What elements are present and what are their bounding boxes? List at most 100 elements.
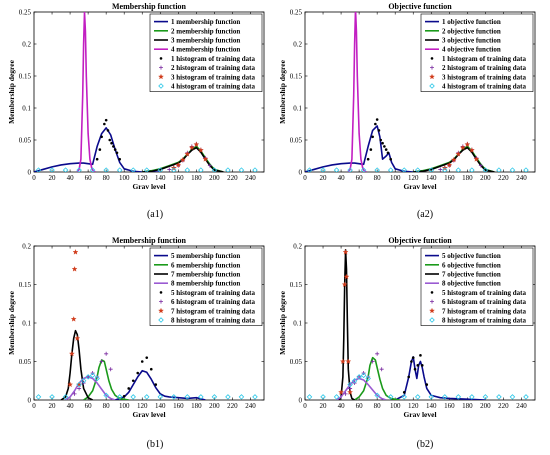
data-point	[442, 167, 448, 172]
data-point	[171, 394, 177, 400]
data-point	[74, 335, 81, 341]
chart-title: Membership function	[112, 2, 187, 11]
legend-swatch	[158, 317, 164, 323]
data-point	[383, 145, 386, 148]
data-point	[193, 141, 200, 147]
x-tick-label: 40	[67, 174, 75, 182]
data-point	[371, 135, 374, 139]
y-tick-label: 0.2	[22, 41, 31, 49]
x-tick-label: 180	[462, 174, 473, 182]
data-point	[175, 161, 182, 168]
x-tick-label: 160	[173, 402, 184, 410]
series-markers-8	[35, 167, 258, 172]
x-tick-label: 120	[408, 402, 419, 410]
data-point	[89, 167, 96, 172]
data-point	[420, 364, 424, 367]
data-point	[179, 156, 186, 163]
data-point	[370, 359, 375, 364]
data-point	[198, 167, 204, 172]
data-point	[366, 374, 371, 379]
chart-title: Objective function	[388, 236, 452, 245]
data-point	[116, 167, 123, 172]
data-point	[306, 394, 313, 400]
y-tick-label: 0.05	[290, 137, 303, 145]
data-point	[468, 147, 475, 153]
legend-swatch	[430, 65, 434, 70]
data-point	[347, 381, 353, 388]
data-point	[342, 249, 349, 255]
legend-item-5: 5 histogram of training data	[159, 289, 256, 297]
chart-panel-2: Objective function 0 20 40 60 80 100 120 140 160 1…	[278, 2, 536, 191]
legend-label: 1 histogram of training data	[171, 55, 256, 63]
data-point	[459, 144, 466, 151]
x-tick-label: 200	[209, 402, 220, 410]
legend-label: 2 histogram of training data	[442, 64, 527, 72]
x-tick-label: 200	[209, 174, 220, 182]
plot-data	[306, 249, 529, 400]
data-point	[343, 273, 350, 280]
legend-item-2: 6 membership function	[154, 261, 240, 269]
plot-data	[34, 12, 258, 172]
x-tick-label: 240	[516, 402, 527, 410]
legend-item-4: 4 objective function	[425, 46, 501, 54]
data-point	[401, 167, 407, 172]
x-tick-label: 40	[338, 174, 346, 182]
data-point	[140, 360, 144, 363]
legend-label: 3 objective function	[442, 37, 501, 45]
data-point	[104, 351, 109, 356]
data-point	[71, 266, 78, 272]
legend-item-6: 2 histogram of training data	[159, 64, 256, 72]
x-tick-label: 220	[227, 174, 238, 182]
data-point	[49, 394, 55, 400]
legend-label: 3 histogram of training data	[171, 73, 256, 81]
legend-item-4: 4 membership function	[154, 46, 240, 54]
data-point	[80, 377, 87, 384]
legend-item-5: 1 histogram of training data	[159, 55, 256, 63]
legend-item-7: 3 histogram of training data	[429, 73, 527, 81]
data-point	[401, 394, 407, 400]
data-point	[333, 167, 340, 172]
data-point	[347, 389, 353, 395]
data-point	[416, 364, 420, 367]
legend-label: 8 histogram of training data	[442, 317, 527, 325]
data-point	[122, 394, 126, 398]
data-point	[496, 167, 502, 172]
plot-data	[35, 249, 258, 400]
data-point	[469, 167, 475, 172]
x-tick-label: 120	[408, 174, 419, 182]
data-point	[197, 147, 204, 153]
x-tick-label: 40	[338, 402, 346, 410]
data-point	[143, 394, 150, 400]
data-point	[407, 375, 411, 379]
legend-item-8: 4 histogram of training data	[429, 83, 527, 91]
data-point	[113, 148, 117, 151]
legend-label: 8 membership function	[171, 280, 240, 288]
x-tick-label: 200	[480, 174, 491, 182]
x-tick-label: 0	[303, 174, 307, 182]
data-point	[104, 118, 108, 122]
series-line-1	[114, 369, 206, 400]
data-point	[211, 167, 218, 172]
legend-swatch	[158, 73, 164, 80]
y-tick-label: 0	[299, 397, 303, 405]
y-axis-label: Membership degree	[7, 290, 16, 354]
legend-item-4: 8 objective function	[425, 280, 501, 288]
legend-label: 5 histogram of training data	[442, 289, 527, 297]
data-point	[103, 392, 109, 399]
legend-swatch	[159, 57, 163, 60]
data-point	[414, 167, 421, 172]
y-tick-label: 0.1	[22, 105, 31, 113]
y-tick-label: 0.05	[19, 137, 32, 145]
chart-panel-1: Membership function 0 20 40 60 80 100 120 140 160…	[7, 2, 265, 191]
y-tick-label: 0.2	[22, 243, 31, 251]
data-point	[238, 167, 245, 172]
data-point	[320, 394, 326, 400]
data-point	[341, 281, 348, 287]
x-tick-label: 100	[390, 402, 401, 410]
legend-label: 8 objective function	[442, 280, 501, 288]
data-point	[202, 156, 209, 162]
data-point	[509, 394, 516, 400]
